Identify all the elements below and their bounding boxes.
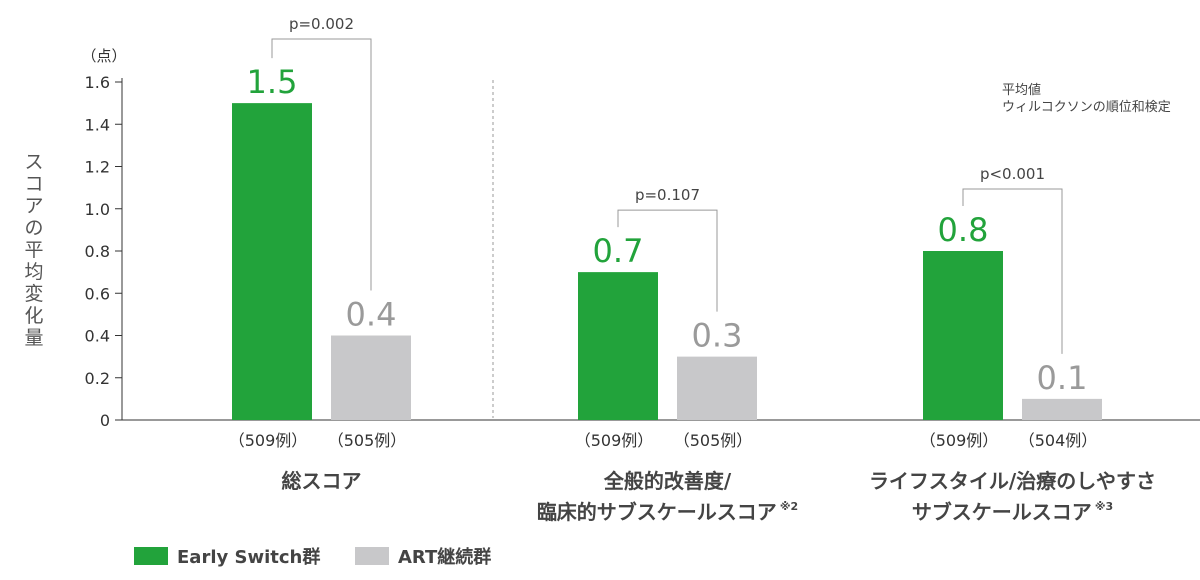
y-tick-label: 0.2 <box>85 369 110 388</box>
legend-swatch <box>134 547 168 565</box>
group-label: 全般的改善度/ <box>603 469 732 493</box>
bar-early-switch <box>923 251 1003 420</box>
bar-art <box>331 335 411 420</box>
n-count-art: （504例） <box>1019 431 1098 450</box>
legend-label: ART継続群 <box>398 546 491 568</box>
y-tick-label: 0.4 <box>85 327 110 346</box>
y-axis-label-char: 均 <box>24 261 43 283</box>
n-count-early-switch: （509例） <box>229 431 308 450</box>
note-line: 平均値 <box>1002 82 1041 98</box>
footnote-marker: ※3 <box>1095 500 1113 513</box>
y-axis-label-char: 平 <box>24 239 43 261</box>
value-label-early-switch: 0.7 <box>593 232 644 270</box>
y-tick-label: 1.6 <box>85 73 110 92</box>
p-value-label: p=0.107 <box>635 186 700 204</box>
y-axis-label-char: コ <box>24 173 43 195</box>
bar-art <box>677 356 757 420</box>
y-axis-label-char: ス <box>24 151 43 173</box>
n-count-art: （505例） <box>328 431 407 450</box>
p-value-bracket <box>271 38 372 291</box>
bar-early-switch <box>578 272 658 420</box>
y-tick-label: 1.2 <box>85 158 110 177</box>
group-label: ライフスタイル/治療のしやすさ <box>869 469 1156 493</box>
p-value-label: p=0.002 <box>289 15 354 33</box>
y-axis-label-char: 化 <box>24 305 43 327</box>
bar-art <box>1022 398 1102 420</box>
value-label-art: 0.1 <box>1037 359 1088 397</box>
p-value-bracket <box>962 188 1063 354</box>
p-value-label: p<0.001 <box>980 165 1045 183</box>
n-count-early-switch: （509例） <box>575 431 654 450</box>
n-count-early-switch: （509例） <box>920 431 999 450</box>
group-label: サブスケールスコア ※3 <box>912 500 1113 524</box>
value-label-art: 0.3 <box>692 317 743 355</box>
value-label-early-switch: 1.5 <box>247 63 298 101</box>
y-tick-label: 1.4 <box>85 115 110 134</box>
bars <box>232 103 1102 420</box>
group-label: 総スコア <box>282 469 362 493</box>
legend-label: Early Switch群 <box>177 546 320 568</box>
value-label-early-switch: 0.8 <box>938 211 989 249</box>
y-axis-label-char: ア <box>24 195 43 217</box>
y-tick-label: 1.0 <box>85 200 110 219</box>
y-tick-label: 0 <box>100 411 110 430</box>
footnote-marker: ※2 <box>780 500 798 513</box>
y-axis-label-char: 量 <box>24 327 43 349</box>
value-label-art: 0.4 <box>346 296 397 334</box>
legend-swatch <box>355 547 389 565</box>
group-label: 臨床的サブスケールスコア ※2 <box>537 500 798 524</box>
y-unit-label: （点） <box>81 47 126 65</box>
y-axis-label-char: 変 <box>24 283 43 305</box>
legend: Early Switch群 ART継続群 <box>134 546 491 568</box>
y-axis-label-char: の <box>24 217 43 239</box>
y-tick-label: 0.6 <box>85 284 110 303</box>
y-tick-label: 0.8 <box>85 242 110 261</box>
bar-early-switch <box>232 103 312 420</box>
note-line: ウィルコクソンの順位和検定 <box>1002 100 1171 115</box>
n-count-art: （505例） <box>674 431 753 450</box>
p-value-bracket <box>617 209 718 312</box>
